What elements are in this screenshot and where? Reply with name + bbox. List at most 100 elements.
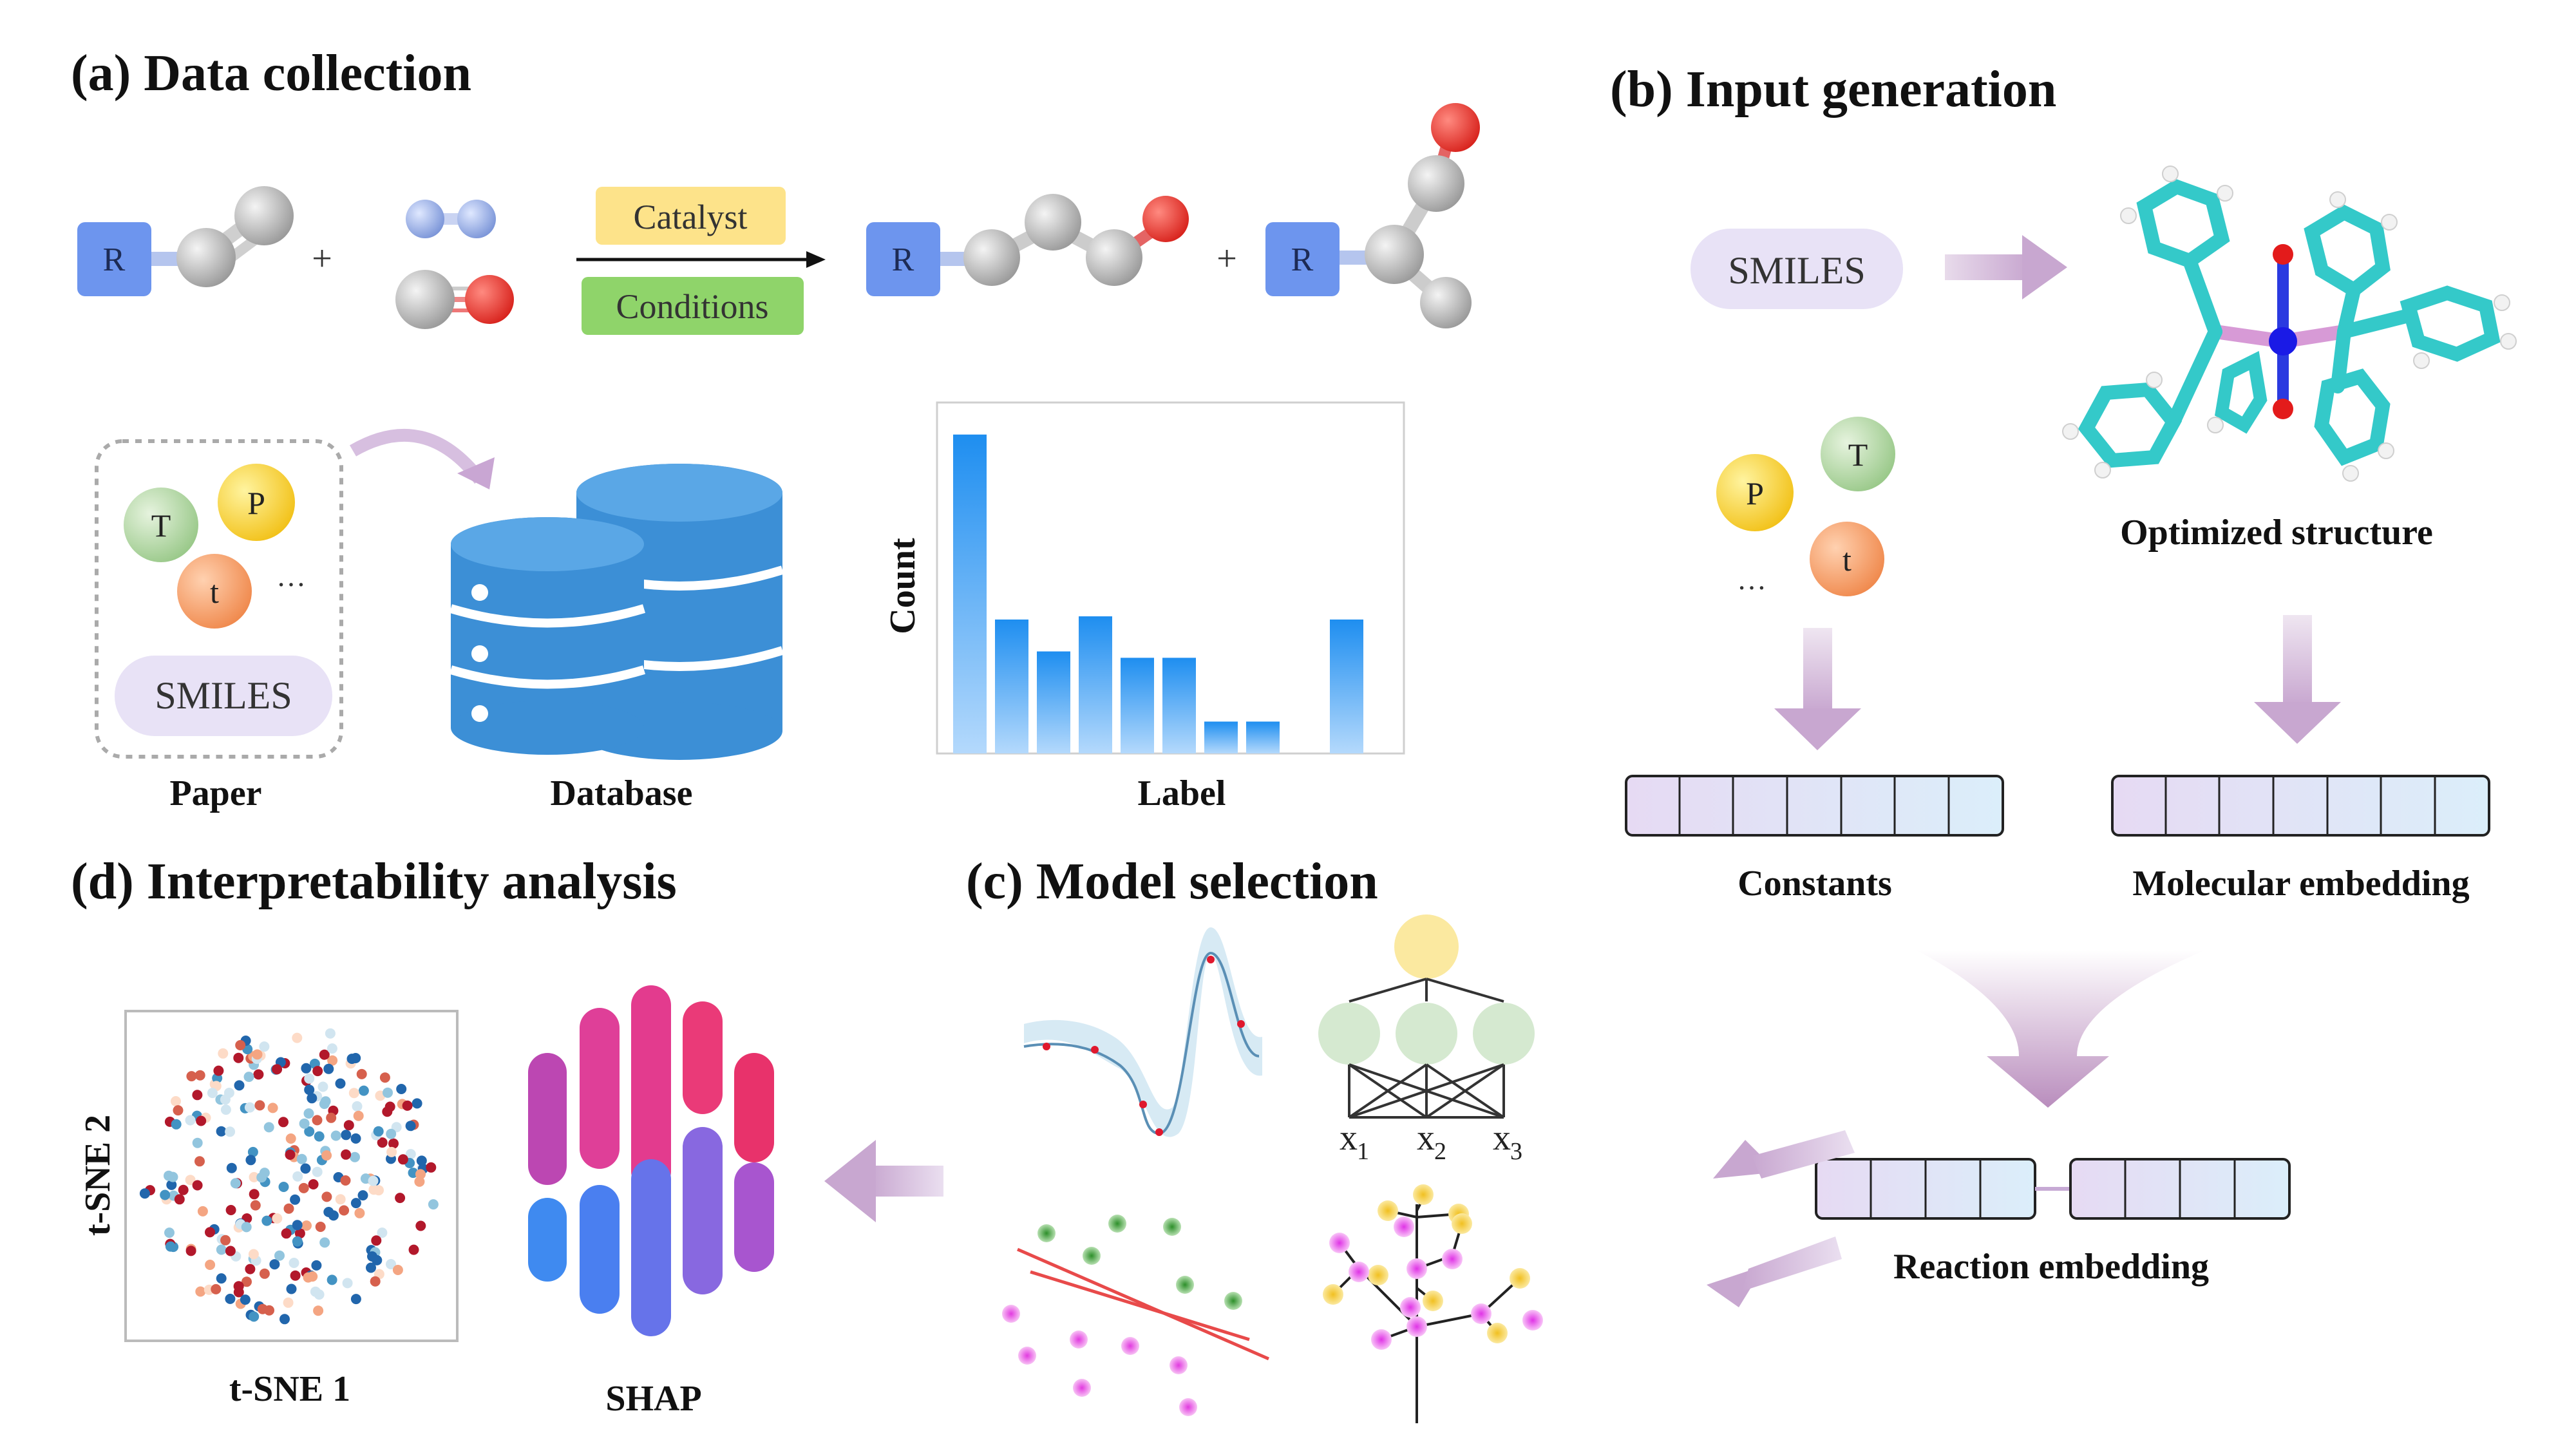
linear-model-icon bbox=[1002, 1215, 1269, 1416]
paper-caption: Paper bbox=[169, 773, 261, 813]
tsne-point bbox=[207, 1088, 218, 1099]
input-x1-label: x bbox=[1340, 1118, 1358, 1158]
product-branched-aldehyde: R bbox=[1265, 103, 1480, 328]
ellipsis: … bbox=[1737, 563, 1766, 596]
tsne-point bbox=[294, 1228, 305, 1239]
tsne-point bbox=[248, 1249, 259, 1260]
conditions-box bbox=[582, 277, 804, 335]
reactant-alkene: R bbox=[77, 186, 294, 296]
tsne-point bbox=[386, 1259, 396, 1269]
tsne-point bbox=[225, 1205, 236, 1215]
ellipsis: … bbox=[276, 560, 306, 592]
database-caption: Database bbox=[551, 773, 693, 813]
histogram-bar-8 bbox=[1246, 721, 1280, 753]
tsne-point bbox=[397, 1154, 408, 1165]
tree-model-icon bbox=[1332, 1197, 1521, 1423]
merge-funnel-arrow bbox=[1916, 950, 2206, 1108]
shap-caption: SHAP bbox=[605, 1379, 701, 1419]
tsne-point bbox=[402, 1100, 413, 1111]
tsne-point bbox=[139, 1188, 150, 1199]
tsne-point bbox=[292, 1171, 303, 1182]
optimized-structure-model bbox=[2062, 166, 2517, 482]
tsne-point bbox=[357, 1190, 368, 1201]
tsne-point bbox=[335, 1194, 346, 1205]
tsne-point bbox=[185, 1245, 196, 1256]
tsne-point bbox=[173, 1105, 184, 1116]
tsne-point bbox=[396, 1084, 407, 1094]
input-x1-subscript: 1 bbox=[1357, 1138, 1369, 1165]
tsne-point bbox=[330, 1130, 341, 1141]
tsne-point bbox=[327, 1274, 337, 1285]
histogram: Count bbox=[883, 401, 1405, 755]
tsne-point bbox=[386, 1146, 397, 1157]
tsne-point bbox=[312, 1166, 323, 1177]
tsne-point bbox=[313, 1305, 324, 1316]
tsne-point bbox=[263, 1122, 274, 1133]
histogram-bar-5 bbox=[1121, 658, 1154, 753]
tsne-point bbox=[283, 1203, 294, 1214]
tsne-point bbox=[278, 1182, 289, 1192]
tsne-point bbox=[371, 1235, 382, 1246]
shap-logo bbox=[528, 985, 774, 1336]
tsne-point bbox=[197, 1206, 208, 1217]
tsne-point bbox=[244, 1102, 255, 1113]
tsne-point bbox=[386, 1128, 397, 1139]
tsne-point bbox=[303, 1108, 314, 1119]
tsne-point bbox=[370, 1276, 381, 1287]
tsne-point bbox=[310, 1286, 321, 1297]
tsne-point bbox=[171, 1119, 182, 1130]
tsne-point bbox=[300, 1163, 311, 1174]
tsne-point bbox=[342, 1278, 353, 1289]
tsne-point bbox=[341, 1149, 352, 1160]
tsne-point bbox=[205, 1260, 216, 1270]
input-x3-label: x bbox=[1493, 1118, 1511, 1158]
optimized-structure-caption: Optimized structure bbox=[2120, 513, 2433, 553]
tsne-point bbox=[339, 1205, 350, 1216]
tsne-point bbox=[254, 1100, 265, 1111]
tsne-point bbox=[192, 1090, 203, 1101]
tsne-plot bbox=[124, 1010, 459, 1342]
r-label: R bbox=[1291, 242, 1314, 278]
tsne-point bbox=[368, 1184, 379, 1195]
tsne-point bbox=[340, 1175, 351, 1186]
tsne-point bbox=[317, 1081, 328, 1092]
tsne-point bbox=[319, 1237, 330, 1248]
reaction-arrowhead bbox=[806, 251, 826, 268]
tsne-point bbox=[274, 1250, 285, 1261]
tsne-point bbox=[315, 1222, 326, 1232]
tsne-point bbox=[250, 1200, 261, 1211]
tsne-point bbox=[259, 1041, 270, 1052]
tsne-point bbox=[164, 1227, 175, 1238]
tsne-point bbox=[185, 1115, 196, 1126]
tsne-point bbox=[379, 1072, 390, 1083]
tsne-point bbox=[292, 1220, 303, 1231]
tsne-point bbox=[233, 1052, 244, 1063]
paper-card: T P t … SMILES bbox=[95, 439, 343, 759]
product-linear-aldehyde: R bbox=[866, 194, 1189, 296]
tsne-point bbox=[185, 1175, 196, 1186]
tsne-point bbox=[216, 1273, 227, 1284]
tsne-point bbox=[311, 1260, 322, 1271]
tsne-point bbox=[249, 1311, 260, 1322]
tsne-point bbox=[373, 1126, 384, 1137]
tsne-point bbox=[304, 1084, 315, 1095]
tsne-point bbox=[281, 1228, 292, 1239]
tsne-point bbox=[314, 1131, 325, 1142]
tsne-point bbox=[298, 1182, 309, 1193]
tsne-point bbox=[354, 1208, 365, 1218]
tsne-point bbox=[211, 1283, 222, 1294]
co-molecule bbox=[395, 270, 514, 329]
ball-P-label: P bbox=[1746, 475, 1764, 511]
tsne-point bbox=[240, 1294, 251, 1305]
tsne-point bbox=[321, 1191, 332, 1202]
model-to-interpretability-arrow bbox=[824, 1140, 943, 1222]
constants-embedding-vector bbox=[1625, 775, 2004, 837]
tsne-point bbox=[303, 1272, 314, 1283]
tsne-point bbox=[269, 1259, 280, 1270]
tsne-point bbox=[341, 1130, 352, 1141]
tsne-point bbox=[289, 1258, 299, 1268]
tsne-point bbox=[166, 1179, 177, 1190]
tsne-y-label: t-SNE 2 bbox=[78, 1115, 118, 1236]
tsne-point bbox=[272, 1213, 283, 1224]
tsne-point bbox=[213, 1065, 224, 1076]
